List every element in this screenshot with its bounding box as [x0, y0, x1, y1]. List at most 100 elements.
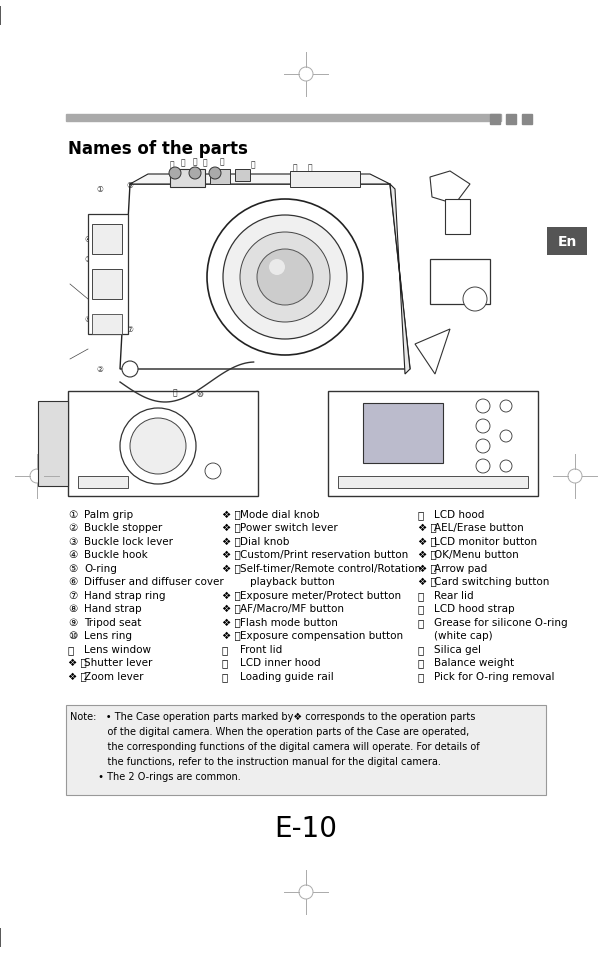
Text: Grease for silicone O-ring: Grease for silicone O-ring — [434, 618, 567, 627]
Circle shape — [500, 460, 512, 473]
Bar — [66, 705, 546, 795]
Circle shape — [189, 168, 201, 180]
Text: ⑿: ⑿ — [418, 590, 424, 600]
Bar — [328, 392, 538, 497]
Text: AF/Macro/MF button: AF/Macro/MF button — [240, 604, 344, 614]
Text: Zoom lever: Zoom lever — [84, 671, 143, 681]
Text: ③: ③ — [84, 255, 91, 264]
Text: ⑥: ⑥ — [127, 370, 133, 379]
Bar — [210, 170, 230, 185]
Text: ⑹: ⑹ — [418, 510, 424, 519]
Text: ⑨: ⑨ — [68, 618, 77, 627]
Polygon shape — [120, 185, 410, 370]
Bar — [78, 476, 128, 489]
Text: ❖ ⑾: ❖ ⑾ — [418, 577, 437, 587]
Text: ⑳: ⑳ — [251, 160, 255, 170]
Text: ❖ ⑵: ❖ ⑵ — [222, 631, 241, 640]
Text: ❖ ⑱: ❖ ⑱ — [222, 563, 241, 574]
Bar — [92, 314, 122, 335]
Bar — [445, 200, 470, 234]
Text: ❖ ⑫: ❖ ⑫ — [68, 658, 87, 668]
Text: AEL/Erase button: AEL/Erase button — [434, 523, 524, 533]
Text: LCD monitor button: LCD monitor button — [434, 537, 537, 546]
Text: ❖ ⑮: ❖ ⑮ — [222, 523, 241, 533]
Polygon shape — [430, 172, 470, 205]
Text: playback button: playback button — [250, 577, 335, 587]
Circle shape — [169, 168, 181, 180]
Text: Palm grip: Palm grip — [84, 510, 133, 519]
Text: ❖ ⑻: ❖ ⑻ — [418, 537, 437, 546]
Text: (white cap): (white cap) — [434, 631, 493, 640]
Text: LCD inner hood: LCD inner hood — [240, 658, 321, 668]
Text: Pick for O-ring removal: Pick for O-ring removal — [434, 671, 554, 681]
Text: Exposure compensation button: Exposure compensation button — [240, 631, 403, 640]
Text: ⑦: ⑦ — [68, 590, 77, 600]
Text: ⒄: ⒄ — [418, 671, 424, 681]
Polygon shape — [390, 185, 410, 375]
Text: ②: ② — [68, 523, 77, 533]
Text: Buckle hook: Buckle hook — [84, 550, 147, 560]
Circle shape — [120, 409, 196, 484]
Circle shape — [209, 168, 221, 180]
Text: ❖ ⑬: ❖ ⑬ — [68, 671, 87, 681]
Text: ⑤: ⑤ — [127, 180, 133, 190]
Text: ⑶: ⑶ — [222, 644, 228, 655]
Text: ❖ ⑭: ❖ ⑭ — [222, 510, 241, 519]
Text: Shutter lever: Shutter lever — [84, 658, 152, 668]
Text: ⑴: ⑴ — [293, 163, 297, 172]
Bar — [522, 115, 532, 125]
Text: ⒁: ⒁ — [418, 618, 424, 627]
Circle shape — [476, 459, 490, 474]
Text: the corresponding functions of the digital camera will operate. For details of: the corresponding functions of the digit… — [70, 741, 480, 751]
Text: ⑪: ⑪ — [173, 388, 177, 397]
Text: O-ring: O-ring — [84, 563, 117, 574]
Text: ⑯: ⑯ — [203, 158, 207, 168]
Text: ①: ① — [68, 510, 77, 519]
Circle shape — [207, 200, 363, 355]
Text: ⑪: ⑪ — [68, 644, 74, 655]
Text: Exposure meter/Protect button: Exposure meter/Protect button — [240, 590, 401, 600]
Text: ⑱: ⑱ — [181, 158, 185, 168]
Text: ⑧: ⑧ — [68, 604, 77, 614]
Text: Buckle stopper: Buckle stopper — [84, 523, 162, 533]
Bar — [547, 228, 587, 255]
Text: ④: ④ — [68, 550, 77, 560]
Text: Balance weight: Balance weight — [434, 658, 514, 668]
Text: ❖ ⑯: ❖ ⑯ — [222, 537, 241, 546]
Text: ❖ ⑰: ❖ ⑰ — [222, 550, 241, 560]
Bar — [92, 225, 122, 254]
Text: ⑩: ⑩ — [196, 390, 203, 399]
Text: ⑭: ⑭ — [170, 160, 174, 170]
Text: En: En — [558, 234, 577, 249]
Circle shape — [269, 260, 285, 275]
Text: Arrow pad: Arrow pad — [434, 563, 487, 574]
Bar — [66, 115, 501, 122]
Circle shape — [223, 215, 347, 339]
Text: Tripod seat: Tripod seat — [84, 618, 141, 627]
Bar — [430, 260, 490, 305]
Text: Silica gel: Silica gel — [434, 644, 481, 655]
Bar — [235, 170, 250, 182]
Circle shape — [476, 439, 490, 454]
Circle shape — [476, 419, 490, 434]
Text: ❖ ⑽: ❖ ⑽ — [418, 563, 437, 574]
Text: Power switch lever: Power switch lever — [240, 523, 338, 533]
Text: OK/Menu button: OK/Menu button — [434, 550, 519, 560]
Text: Custom/Print reservation button: Custom/Print reservation button — [240, 550, 408, 560]
Circle shape — [463, 288, 487, 312]
Text: Lens ring: Lens ring — [84, 631, 132, 640]
Text: ⑨: ⑨ — [84, 315, 91, 324]
Text: ⑲: ⑲ — [220, 157, 225, 167]
Text: ⑤: ⑤ — [68, 563, 77, 574]
Text: ⑸: ⑸ — [222, 671, 228, 681]
Bar — [170, 170, 205, 188]
Text: of the digital camera. When the operation parts of the Case are operated,: of the digital camera. When the operatio… — [70, 726, 469, 737]
Text: E-10: E-10 — [275, 814, 337, 842]
Text: Hand strap ring: Hand strap ring — [84, 590, 165, 600]
Text: ❖ ⑲: ❖ ⑲ — [222, 590, 241, 600]
Circle shape — [240, 233, 330, 323]
Text: ⑵: ⑵ — [308, 163, 312, 172]
Text: ⑦: ⑦ — [127, 325, 133, 335]
Text: ❖ ⑺: ❖ ⑺ — [418, 523, 437, 533]
Text: Self-timer/Remote control/Rotation: Self-timer/Remote control/Rotation — [240, 563, 421, 574]
